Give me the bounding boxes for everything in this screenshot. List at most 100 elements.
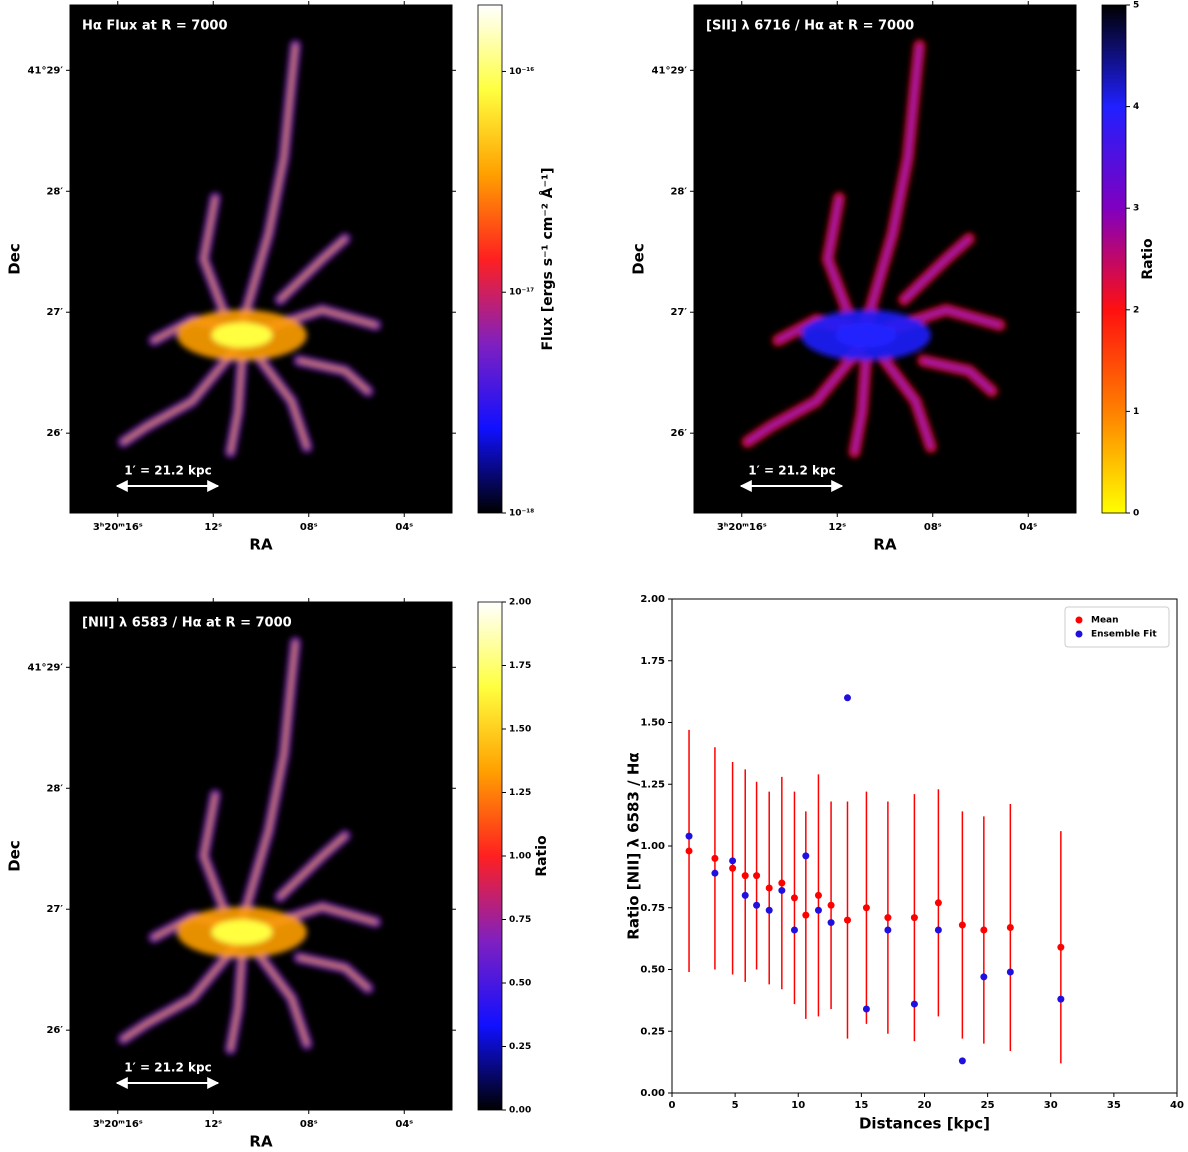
point: [862, 904, 870, 912]
filament-core: [864, 44, 921, 327]
point: [934, 899, 942, 907]
y-tick-label: 0.25: [640, 1026, 665, 1037]
point: [729, 857, 737, 865]
scale-bar-label: 1′ = 21.2 kpc: [124, 1061, 211, 1075]
x-tick-label: 20: [918, 1100, 932, 1111]
colorbar-label: Flux [ergs s⁻¹ cm⁻² Å⁻¹]: [539, 167, 556, 350]
filament-core: [228, 359, 244, 454]
colorbar: [1101, 4, 1127, 514]
y-tick-label: 1.75: [640, 656, 665, 667]
x-tick-label: 12ˢ: [204, 1119, 222, 1130]
map-emission: [741, 39, 1006, 459]
map-emission: [117, 39, 382, 459]
y-tick-label: 26′: [46, 428, 63, 439]
x-tick-label: 04ˢ: [395, 1119, 413, 1130]
scale-bar-label: 1′ = 21.2 kpc: [748, 464, 835, 478]
x-tick-label: 04ˢ: [395, 522, 413, 533]
point: [741, 891, 749, 899]
y-axis-label: Dec: [6, 243, 24, 275]
frame: [69, 601, 453, 1111]
x-tick-label: 10: [791, 1100, 805, 1111]
x-tick-label: 35: [1107, 1100, 1121, 1111]
colorbar-tick-label: 2.00: [509, 598, 531, 608]
filament-core: [826, 196, 849, 312]
colorbar-label: Ratio: [534, 835, 550, 877]
point: [790, 894, 798, 902]
point: [753, 872, 761, 880]
colorbar-tick-label: 10⁻¹⁶: [509, 67, 534, 77]
point: [729, 864, 737, 872]
scale-bar-label: 1′ = 21.2 kpc: [124, 464, 211, 478]
y-tick-label: 27′: [46, 307, 63, 318]
point: [814, 906, 822, 914]
point: [711, 854, 719, 862]
point: [827, 919, 835, 927]
map-title: [NII] λ 6583 / Hα at R = 7000: [82, 616, 292, 631]
x-axis-label: RA: [873, 536, 897, 554]
colorbar-tick-label: 2: [1133, 305, 1139, 315]
x-tick-label: 25: [981, 1100, 995, 1111]
y-tick-label: 28′: [46, 186, 63, 197]
point: [910, 914, 918, 922]
filament-core: [259, 956, 309, 1046]
point: [884, 914, 892, 922]
y-tick-label: 26′: [670, 428, 687, 439]
point: [790, 926, 798, 934]
filament-core: [921, 359, 994, 393]
point: [827, 901, 835, 909]
filament-core: [883, 359, 933, 449]
colorbar: [477, 4, 503, 514]
y-tick-label: 27′: [670, 307, 687, 318]
point: [778, 886, 786, 894]
y-tick-label: 28′: [670, 186, 687, 197]
colorbar-tick-label: 1.00: [509, 852, 531, 862]
y-tick-label: 41°29′: [28, 662, 64, 673]
x-tick-label: 3ʰ20ᵐ16ˢ: [93, 522, 143, 533]
x-tick-label: 15: [854, 1100, 868, 1111]
colorbar-tick-label: 1.75: [509, 661, 531, 671]
filament-core: [278, 237, 347, 302]
y-tick-label: 28′: [46, 783, 63, 794]
x-tick-label: 40: [1170, 1100, 1184, 1111]
colorbar-label: Ratio: [1140, 238, 1156, 280]
legend-marker: [1075, 616, 1083, 624]
point: [1057, 995, 1065, 1003]
y-axis-label: Dec: [6, 840, 24, 872]
point: [934, 926, 942, 934]
point: [980, 926, 988, 934]
colorbar-tick-label: 1.25: [509, 788, 531, 798]
colorbar-tick-label: 1: [1133, 407, 1139, 417]
core: [211, 919, 273, 945]
point: [753, 901, 761, 909]
y-tick-label: 27′: [46, 904, 63, 915]
map-title: Hα Flux at R = 7000: [82, 19, 228, 34]
filament-core: [278, 834, 347, 899]
y-tick-label: 41°29′: [652, 65, 688, 76]
y-tick-label: 41°29′: [28, 65, 64, 76]
map-title: [SII] λ 6716 / Hα at R = 7000: [706, 19, 914, 34]
point: [862, 1005, 870, 1013]
point: [814, 891, 822, 899]
point: [910, 1000, 918, 1008]
core: [211, 322, 273, 348]
filament-core: [902, 237, 971, 302]
filament-core: [228, 956, 244, 1051]
y-axis-label: Ratio [NII] λ 6583 / Hα: [625, 752, 643, 939]
point: [1057, 943, 1065, 951]
point: [802, 852, 810, 860]
x-tick-label: 0: [669, 1100, 676, 1111]
core: [835, 322, 897, 348]
point: [685, 847, 693, 855]
y-tick-label: 1.50: [640, 718, 665, 729]
point: [843, 694, 851, 702]
point: [765, 884, 773, 892]
x-axis-label: RA: [249, 1133, 273, 1151]
point: [741, 872, 749, 880]
y-tick-label: 2.00: [640, 594, 665, 605]
point: [958, 1057, 966, 1065]
filament-core: [259, 359, 309, 449]
point: [765, 906, 773, 914]
filament-core: [852, 359, 868, 454]
